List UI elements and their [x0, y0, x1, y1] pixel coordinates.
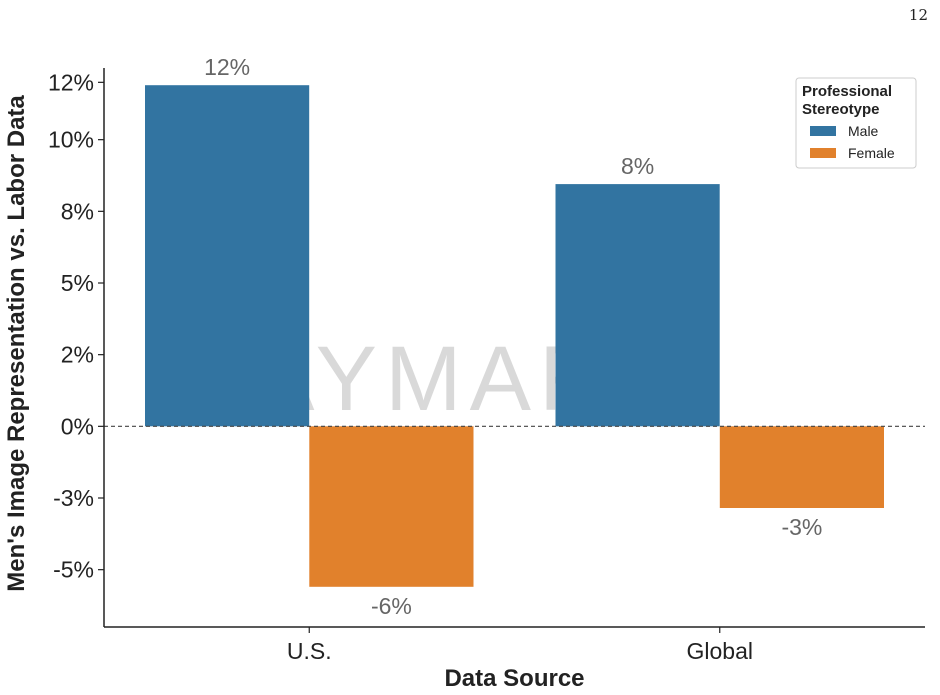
legend-swatch-male	[810, 126, 836, 136]
data-label-female-0: -6%	[371, 593, 412, 619]
legend-label-female: Female	[848, 145, 895, 161]
bar-male-1	[555, 184, 720, 427]
y-axis-title: Men's Image Representation vs. Labor Dat…	[3, 95, 30, 592]
y-tick-label-3: 5%	[61, 270, 94, 296]
legend-box	[795, 77, 917, 169]
legend-title-line-0: Professional	[802, 83, 892, 100]
y-tick-label-2: 8%	[61, 198, 94, 224]
x-tick-label-0: U.S.	[287, 638, 332, 664]
bar-male-0	[145, 85, 310, 427]
y-tick-label-5: 0%	[61, 413, 94, 439]
x-axis: U.S. Global	[104, 626, 925, 664]
y-tick-label-6: -3%	[53, 485, 94, 511]
data-label-male-0: 12%	[204, 54, 250, 80]
legend-title-line-1: Stereotype	[802, 101, 880, 118]
page-number: 12	[908, 6, 928, 24]
legend-swatch-female	[810, 148, 836, 158]
bar-female-1	[719, 426, 884, 508]
x-axis-title: Data Source	[444, 665, 584, 692]
legend-label-male: Male	[848, 123, 879, 139]
bars: 12% 8% -6% -3%	[104, 54, 925, 619]
y-axis: 12% 10% 8% 5% 2% 0% -3% -5%	[48, 68, 105, 627]
x-tick-label-1: Global	[687, 638, 753, 664]
y-tick-label-0: 12%	[48, 69, 94, 95]
y-tick-label-7: -5%	[53, 557, 94, 583]
y-tick-label-1: 10%	[48, 127, 94, 153]
y-tick-label-4: 2%	[61, 342, 94, 368]
data-label-female-1: -3%	[781, 514, 822, 540]
data-label-male-1: 8%	[621, 153, 654, 179]
bar-female-0	[309, 426, 474, 587]
